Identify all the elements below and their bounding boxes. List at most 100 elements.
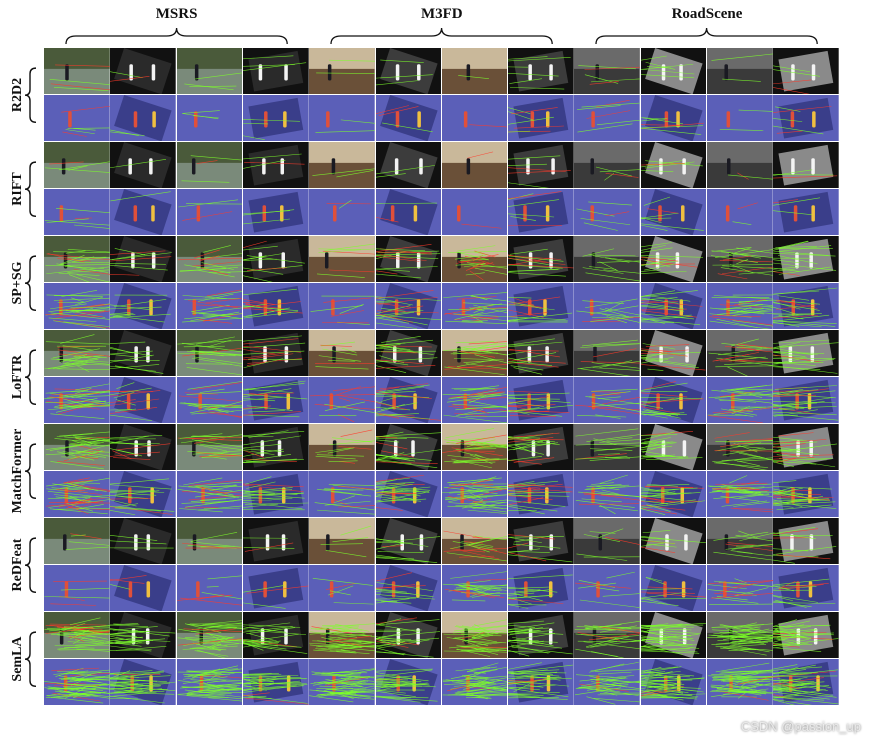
correct-match-line [58,622,86,633]
image-pair-svg [773,377,839,424]
wrong-match-line [110,398,160,406]
correct-match-line [592,316,641,318]
correct-match-line [773,439,803,443]
correct-match-line [471,591,501,598]
correct-match-line [642,343,675,350]
wrong-match-line [712,315,761,318]
image-pair-svg [773,330,839,377]
wrong-match-line [381,545,402,547]
match-image-semantic [574,95,641,142]
correct-match-line [63,497,90,502]
wrong-match-line [579,503,640,505]
wrong-match-line [513,457,555,463]
correct-match-line [110,484,172,490]
wrong-match-line [466,151,493,159]
correct-match-line [773,449,820,455]
correct-match-line [244,476,272,485]
correct-match-line [716,357,773,366]
correct-match-line [640,382,688,391]
correct-match-line [778,251,830,256]
correct-match-line [721,457,773,461]
correct-match-line [246,627,296,634]
correct-match-line [310,305,363,312]
wrong-match-line [441,446,491,453]
correct-match-line [467,509,508,514]
correct-match-line [598,396,622,400]
correct-match-line [640,696,665,698]
correct-match-line [773,685,797,690]
person-silhouette [325,252,329,269]
correct-match-line [640,351,701,356]
person-silhouette [146,346,150,363]
correct-match-line [773,312,823,318]
correct-match-line [53,494,90,499]
correct-match-line [718,347,773,356]
correct-match-line [773,548,809,552]
correct-match-line [773,602,836,604]
correct-match-line [576,684,629,689]
correct-match-line [115,503,139,508]
wrong-match-line [54,388,110,391]
correct-match-line [375,266,438,270]
person-silhouette [809,252,814,269]
correct-match-line [64,647,95,649]
wrong-match-line [605,211,630,217]
person-silhouette [812,64,816,81]
correct-match-line [778,315,804,320]
correct-match-line [110,639,151,644]
correct-match-line [640,508,665,515]
wrong-match-line [640,398,675,406]
image-pair-svg [375,471,442,518]
person-silhouette [410,440,415,457]
wrong-match-line [375,270,397,275]
wrong-match-line [74,444,105,453]
correct-match-line [443,650,498,653]
correct-match-line [242,122,269,125]
correct-match-line [640,687,677,693]
wrong-match-line [470,386,508,395]
correct-match-line [776,504,832,511]
correct-match-line [375,557,437,563]
wrong-match-line [379,383,428,390]
sky-region [574,142,641,163]
wrong-match-line [508,598,564,604]
correct-match-line [378,639,417,642]
correct-match-line [50,303,87,310]
correct-match-line [111,688,163,694]
correct-match-line [193,350,217,355]
wrong-match-line [192,382,243,391]
correct-match-line [508,695,568,700]
person-silhouette [679,299,683,316]
person-silhouette [551,158,555,175]
correct-match-line [197,689,243,691]
wrong-match-line [244,162,305,165]
correct-match-line [773,408,796,411]
wrong-match-line [375,392,432,399]
correct-match-line [508,442,559,451]
correct-match-line [508,315,546,322]
person-silhouette [664,111,668,128]
warped-infrared-frame [379,471,438,518]
match-image-semantic [110,95,176,142]
correct-match-line [75,383,110,391]
correct-match-line [115,639,154,644]
correct-match-line [508,586,558,593]
correct-match-line [642,530,671,534]
correct-match-line [110,387,152,396]
wrong-match-line [375,585,426,589]
correct-match-line [242,640,281,648]
wrong-match-line [727,542,773,547]
correct-match-line [242,502,303,510]
correct-match-line [75,674,92,681]
sky-region [309,612,375,633]
correct-match-line [310,644,375,652]
correct-match-line [321,674,375,678]
correct-match-line [580,343,641,348]
correct-match-line [242,275,275,283]
image-pair-svg [441,283,508,330]
match-image-semantic [441,471,508,518]
correct-match-line [442,675,508,682]
warped-infrared-frame [644,142,703,189]
person-silhouette [731,346,736,363]
correct-match-line [375,618,401,626]
